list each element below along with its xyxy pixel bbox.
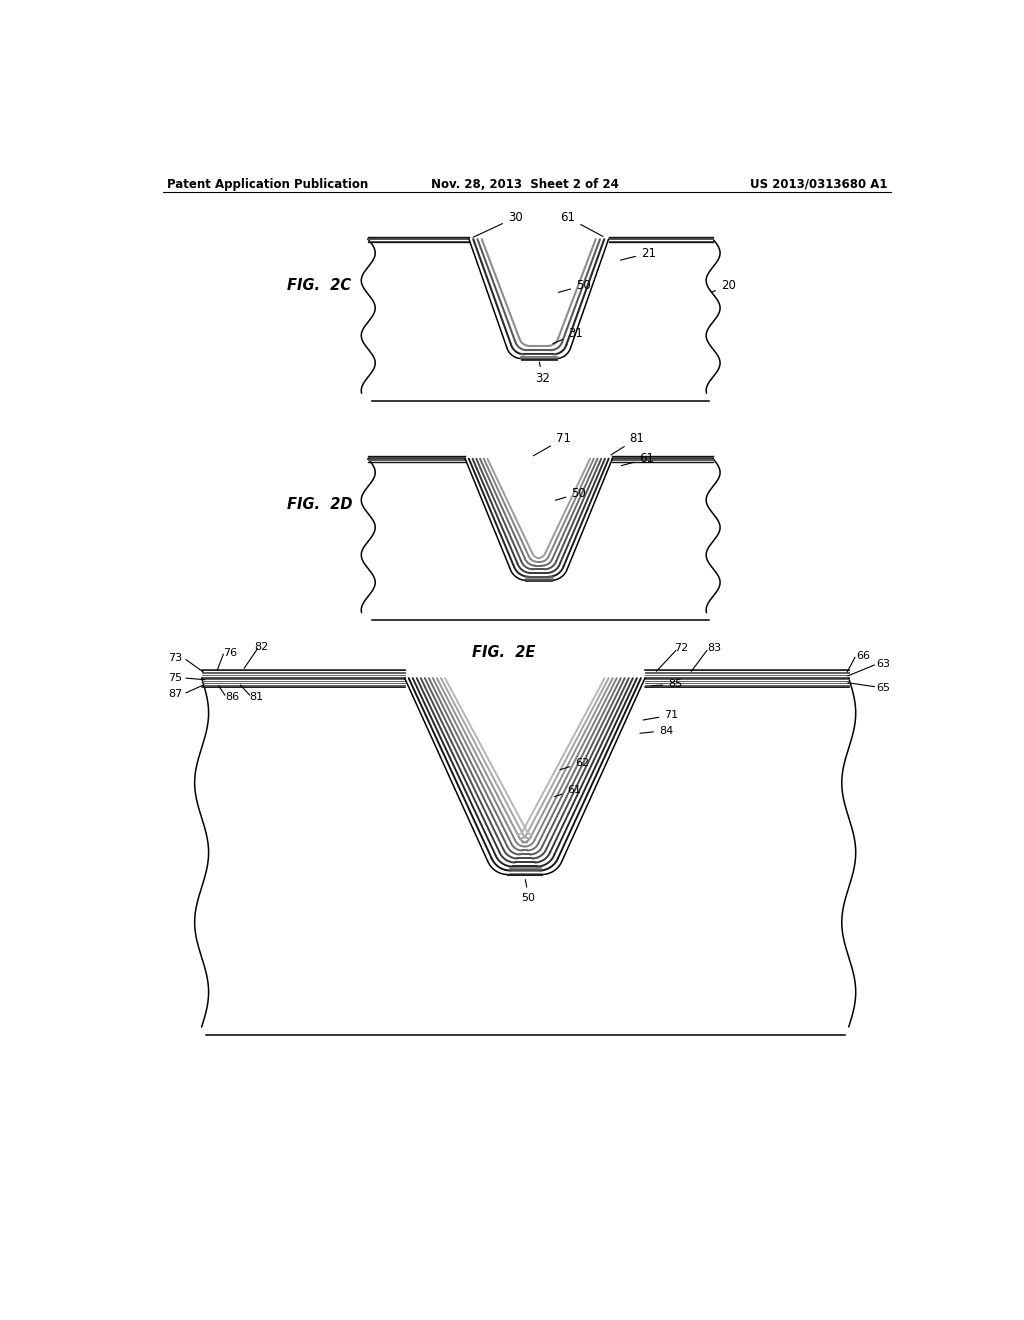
Text: 50: 50 <box>555 487 586 500</box>
Text: FIG.  2C: FIG. 2C <box>287 279 351 293</box>
Text: 50: 50 <box>558 279 591 293</box>
Text: 73: 73 <box>168 653 182 663</box>
Text: 72: 72 <box>675 643 688 653</box>
Text: 61: 61 <box>560 211 603 236</box>
Text: 21: 21 <box>621 247 656 260</box>
Text: FIG.  2D: FIG. 2D <box>287 498 352 512</box>
Text: 32: 32 <box>536 362 550 385</box>
Text: 20: 20 <box>712 279 736 292</box>
Text: 63: 63 <box>876 659 890 668</box>
Text: 75: 75 <box>168 673 182 684</box>
Text: Nov. 28, 2013  Sheet 2 of 24: Nov. 28, 2013 Sheet 2 of 24 <box>431 178 618 190</box>
Text: 71: 71 <box>643 710 679 721</box>
Text: 87: 87 <box>168 689 182 700</box>
Text: 71: 71 <box>534 432 570 455</box>
Text: 50: 50 <box>521 879 536 903</box>
Text: 76: 76 <box>223 648 238 657</box>
Text: 61: 61 <box>555 785 582 796</box>
Text: 30: 30 <box>473 211 522 238</box>
Text: 84: 84 <box>640 726 673 735</box>
Text: 81: 81 <box>250 692 264 702</box>
Text: 65: 65 <box>876 684 890 693</box>
Text: 85: 85 <box>651 680 682 689</box>
Text: 86: 86 <box>225 692 239 702</box>
Text: 31: 31 <box>553 327 583 343</box>
Text: 81: 81 <box>611 432 644 455</box>
Text: 82: 82 <box>254 642 268 652</box>
Text: FIG.  2E: FIG. 2E <box>472 645 536 660</box>
Text: 66: 66 <box>856 651 870 661</box>
Text: 61: 61 <box>622 453 654 466</box>
Text: 62: 62 <box>560 758 589 770</box>
Text: Patent Application Publication: Patent Application Publication <box>167 178 368 190</box>
Text: 83: 83 <box>707 643 721 653</box>
Text: US 2013/0313680 A1: US 2013/0313680 A1 <box>750 178 888 190</box>
